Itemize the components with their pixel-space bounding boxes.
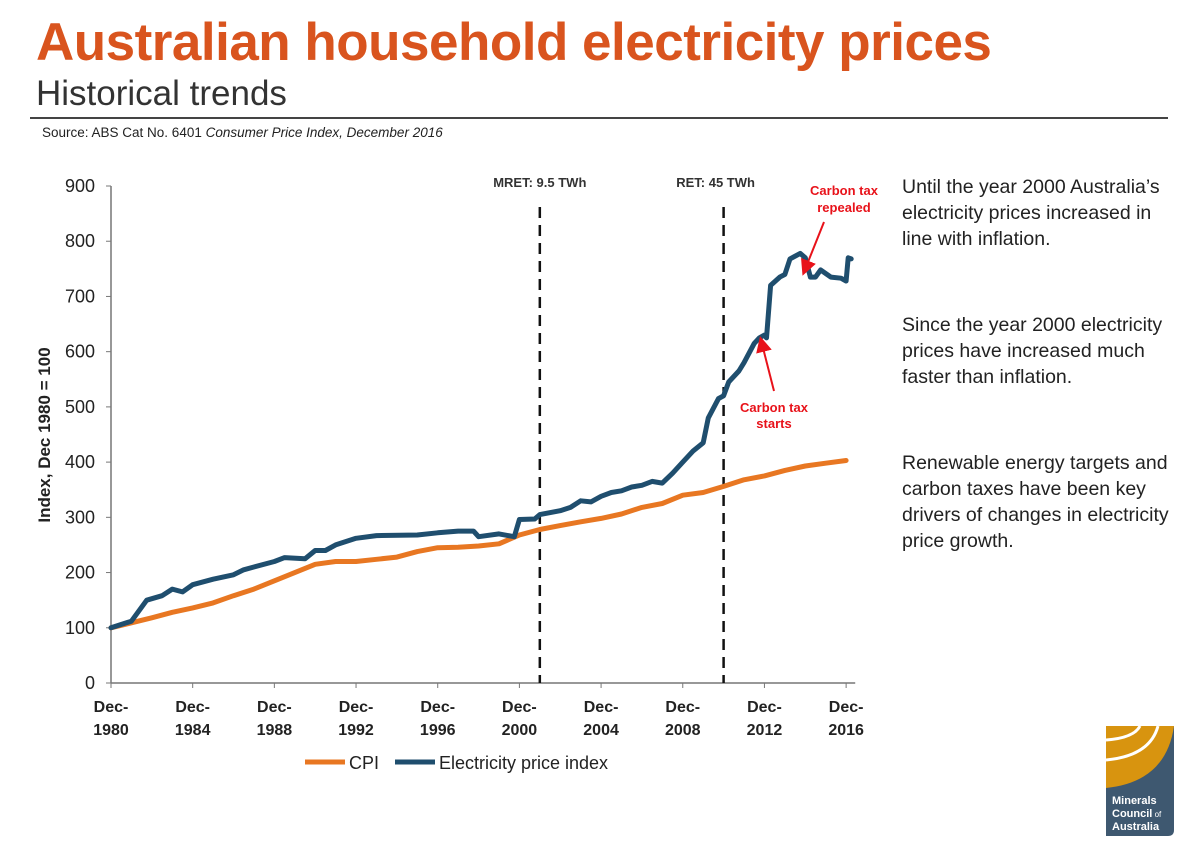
y-tick-label: 800 [65,231,95,251]
x-tick-label-line2: 2000 [502,722,538,739]
y-tick-label: 600 [65,342,95,362]
electricity-series-line [108,250,854,631]
svg-text:Australia: Australia [1112,821,1160,833]
y-tick-label: 400 [65,452,95,472]
y-axis-label: Index, Dec 1980 = 100 [35,347,54,522]
y-tick-label: 100 [65,618,95,638]
page-title: Australian household electricity prices [36,13,992,72]
x-tick-label-line1: Dec- [584,699,619,716]
svg-text:Council of: Council of [1112,808,1162,820]
x-tick-label-line1: Dec- [94,699,129,716]
x-tick-label-line2: 2012 [747,722,783,739]
x-tick-label-line1: Dec- [665,699,700,716]
carbon-tax-starts-arrow [756,336,775,392]
x-tick-label-line2: 1996 [420,722,456,739]
legend-label: Electricity price index [439,753,608,773]
x-tick-label-line2: 2008 [665,722,701,739]
x-tick-label-line1: Dec- [747,699,782,716]
y-tick-label: 0 [85,673,95,693]
x-tick-label-line1: Dec- [339,699,374,716]
carbon-tax-starts-label-2: starts [756,416,791,431]
svg-text:Minerals: Minerals [1112,795,1157,807]
carbon-tax-repealed-label-2: repealed [817,200,871,215]
x-tick-label-line2: 1992 [338,722,374,739]
target-marker-label: MRET: 9.5 TWh [493,175,586,190]
carbon-tax-starts-label-1: Carbon tax [740,400,809,415]
legend-label: CPI [349,753,379,773]
x-tick-label-line2: 2016 [828,722,864,739]
y-tick-label: 900 [65,176,95,196]
x-tick-label-line1: Dec- [175,699,210,716]
cpi-series-line [108,458,849,631]
divider [30,117,1168,119]
x-tick-label-line1: Dec- [502,699,537,716]
x-tick-label-line1: Dec- [420,699,455,716]
y-tick-label: 300 [65,507,95,527]
minerals-council-logo: Minerals Council of Australia [1106,726,1174,836]
x-tick-label-line2: 1984 [175,722,211,739]
y-tick-label: 200 [65,563,95,583]
x-tick-label-line1: Dec- [829,699,864,716]
source-publication: Consumer Price Index, December 2016 [205,125,443,140]
y-tick-label: 700 [65,286,95,306]
carbon-tax-repealed-arrow [801,221,825,276]
y-tick-label: 500 [65,397,95,417]
side-paragraph-2: Since the year 2000 electricity prices h… [902,314,1163,388]
x-tick-label-line1: Dec- [257,699,292,716]
source-prefix: Source: ABS Cat No. 6401 [42,125,206,140]
page-subtitle: Historical trends [36,74,287,113]
source-note: Source: ABS Cat No. 6401 Consumer Price … [42,125,443,140]
x-tick-label-line2: 2004 [583,722,619,739]
target-marker-label: RET: 45 TWh [676,175,755,190]
x-tick-label-line2: 1980 [93,722,129,739]
x-tick-label-line2: 1988 [257,722,293,739]
side-paragraph-1: Until the year 2000 Australia’s electric… [902,176,1160,250]
side-paragraph-3: Renewable energy targets and carbon taxe… [902,452,1169,552]
carbon-tax-repealed-label-1: Carbon tax [810,183,879,198]
